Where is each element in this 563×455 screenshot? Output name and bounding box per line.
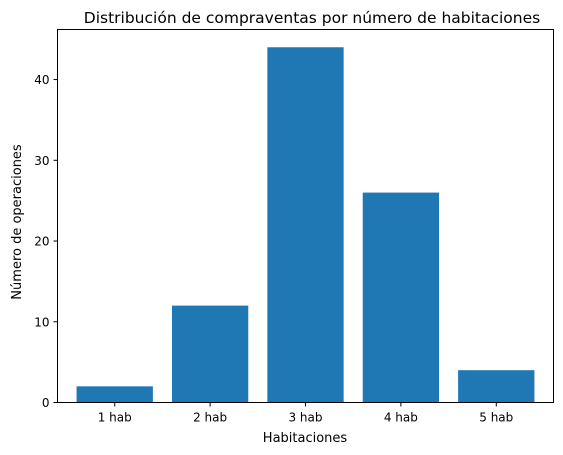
- x-axis-label: Habitaciones: [263, 431, 348, 446]
- x-tick-label: 5 hab: [479, 411, 513, 425]
- y-tick-label: 40: [34, 73, 49, 87]
- plot-frame: [57, 29, 554, 403]
- x-ticks-group: 1 hab 2 hab 3 hab 4 hab 5 hab: [98, 402, 513, 425]
- y-tick-label: 10: [34, 315, 49, 329]
- bar-2-hab: [171, 305, 249, 403]
- x-tick-label: 4 hab: [384, 411, 418, 425]
- bar-5-hab: [458, 370, 535, 403]
- x-tick-label: 1 hab: [98, 411, 132, 425]
- bar-3-hab: [267, 47, 344, 403]
- bar-4-hab: [362, 192, 440, 403]
- y-tick-label: 0: [42, 396, 50, 410]
- y-tick-label: 20: [34, 235, 49, 249]
- bars-group: [76, 47, 535, 403]
- y-axis-label: Número de operaciones: [10, 144, 25, 300]
- y-ticks-group: 0 10 20 30 40: [34, 73, 58, 410]
- x-tick-label: 3 hab: [288, 411, 322, 425]
- y-tick-label: 30: [34, 154, 49, 168]
- x-tick-label: 2 hab: [193, 411, 227, 425]
- bar-1-hab: [76, 386, 153, 403]
- chart-title: Distribución de compraventas por número …: [84, 9, 540, 27]
